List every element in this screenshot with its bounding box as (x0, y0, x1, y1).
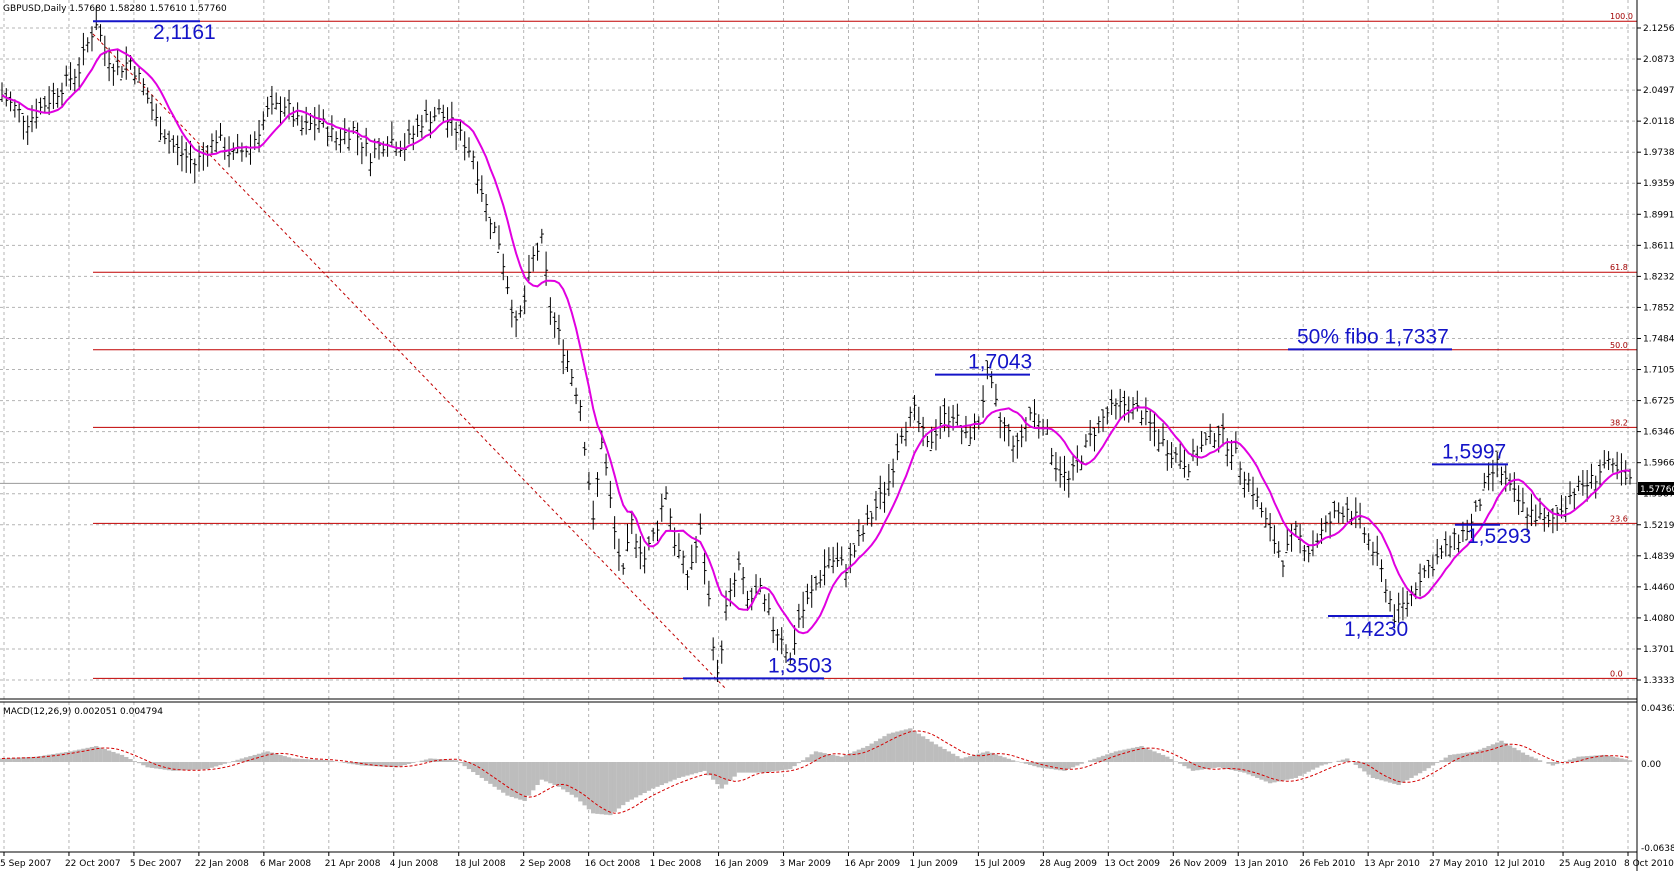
time-tick-label: 26 Feb 2010 (1299, 859, 1355, 869)
time-tick-label: 3 Mar 2009 (780, 859, 832, 869)
time-tick-label: 18 Jul 2008 (455, 859, 506, 869)
time-tick-label: 22 Oct 2007 (65, 859, 121, 869)
time-tick-label: 15 Jul 2009 (974, 859, 1025, 869)
time-tick-label: 1 Jun 2009 (909, 859, 958, 869)
macd-tick-label: -0.06388 (1641, 844, 1674, 854)
macd-tick-label: 0.043623 (1641, 704, 1674, 714)
price-tick-label: 1.86115 (1643, 241, 1674, 251)
time-tick-label: 13 Oct 2009 (1104, 859, 1160, 869)
time-tick-label: 25 Aug 2010 (1559, 859, 1617, 869)
time-tick-label: 2 Sep 2008 (520, 859, 572, 869)
price-tick-label: 2.08730 (1643, 55, 1674, 65)
fib-level-label: 50.0 (1610, 341, 1628, 350)
macd-axis: 0.043623 0.00 -0.06388 (1641, 704, 1674, 854)
macd-signal-line (1, 730, 1631, 814)
time-tick-label: 13 Jan 2010 (1234, 859, 1288, 869)
fib-level-label: 100.0 (1610, 12, 1633, 21)
price-tick-label: 1.93590 (1643, 179, 1674, 189)
fibonacci-levels: 100.0 61.8 50.0 38.2 23.6 0.0 (93, 12, 1637, 679)
fib-level-label: 38.2 (1610, 418, 1628, 427)
macd-header: MACD(12,26,9) 0.002051 0.004794 (3, 707, 163, 717)
price-tick-label: 2.12565 (1643, 24, 1674, 34)
annotations: 2,1161 1,3503 1,7043 50% fibo 1,7337 1,5997 1… (93, 20, 1531, 680)
macd-histogram (0, 728, 1633, 816)
current-price-box (1638, 482, 1674, 495)
annotation-label: 2,1161 (153, 21, 216, 44)
time-tick-label: 4 Jun 2008 (390, 859, 439, 869)
time-tick-label: 27 May 2010 (1429, 859, 1488, 869)
time-tick-label: 12 Jul 2010 (1494, 859, 1545, 869)
annotation-label: 1,5293 (1467, 525, 1531, 548)
grid (0, 0, 1637, 852)
time-tick-label: 8 Oct 2010 (1624, 859, 1674, 869)
price-tick-label: 1.37010 (1643, 645, 1674, 655)
time-tick-label: 6 Mar 2008 (260, 859, 312, 869)
price-tick-label: 1.48395 (1643, 552, 1674, 562)
annotation-label: 1,3503 (768, 654, 832, 677)
price-axis: 2.12565 2.08730 2.04975 2.01180 1.97385 1.935… (1637, 24, 1674, 686)
price-tick-label: 1.67255 (1643, 397, 1674, 407)
macd-tick-label: 0.00 (1641, 760, 1661, 770)
fib-level-label: 23.6 (1610, 514, 1628, 523)
fibonacci-trendline (92, 33, 727, 690)
time-tick-label: 22 Jan 2008 (195, 859, 249, 869)
time-axis: 5 Sep 2007 22 Oct 2007 5 Dec 2007 22 Jan 20… (0, 852, 1674, 869)
price-tick-label: 1.74845 (1643, 334, 1674, 344)
symbol-header: GBPUSD,Daily 1.57680 1.58280 1.57610 1.5… (3, 4, 227, 14)
price-tick-label: 2.01180 (1643, 117, 1674, 127)
time-tick-label: 13 Apr 2010 (1364, 859, 1420, 869)
price-tick-label: 1.71050 (1643, 366, 1674, 376)
time-tick-label: 1 Dec 2008 (650, 859, 702, 869)
fib-level-label: 0.0 (1610, 669, 1623, 678)
fib-level-label: 61.8 (1610, 263, 1628, 272)
annotation-label: 1,7043 (968, 351, 1032, 374)
current-price-label: 1.57760 (1640, 485, 1674, 495)
time-tick-label: 21 Apr 2008 (325, 859, 381, 869)
annotation-label: 1,5997 (1442, 440, 1506, 463)
price-tick-label: 2.04975 (1643, 86, 1674, 96)
annotation-label: 1,4230 (1344, 618, 1408, 641)
time-tick-label: 26 Nov 2009 (1169, 859, 1227, 869)
price-tick-label: 1.44600 (1643, 583, 1674, 593)
price-tick-label: 1.97385 (1643, 148, 1674, 158)
time-tick-label: 16 Jan 2009 (715, 859, 769, 869)
price-tick-label: 1.63460 (1643, 428, 1674, 438)
price-tick-label: 1.40805 (1643, 614, 1674, 624)
price-tick-label: 1.52190 (1643, 521, 1674, 531)
annotation-label: 50% fibo 1,7337 (1297, 325, 1449, 348)
price-tick-label: 1.59665 (1643, 459, 1674, 469)
price-tick-label: 1.82320 (1643, 272, 1674, 282)
time-tick-label: 5 Sep 2007 (0, 859, 51, 869)
time-tick-label: 16 Oct 2008 (585, 859, 641, 869)
time-tick-label: 16 Apr 2009 (844, 859, 900, 869)
time-tick-label: 28 Aug 2009 (1039, 859, 1097, 869)
price-tick-label: 1.89910 (1643, 210, 1674, 220)
price-tick-label: 1.78525 (1643, 303, 1674, 313)
moving-average-line (1, 48, 1631, 635)
time-tick-label: 5 Dec 2007 (130, 859, 182, 869)
